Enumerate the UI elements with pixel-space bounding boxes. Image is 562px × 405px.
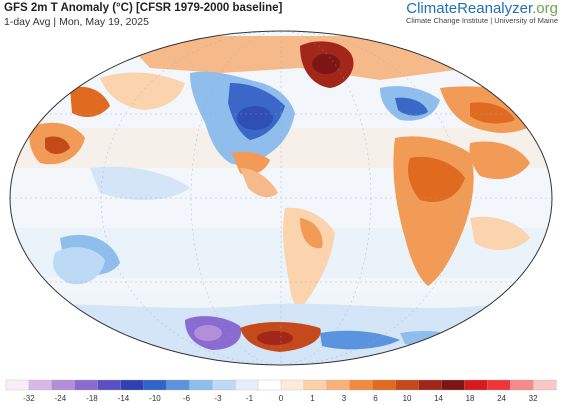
legend-tick-label: 10 <box>403 394 412 403</box>
legend-swatch <box>441 379 465 391</box>
legend-swatch <box>395 379 419 391</box>
arctic-warm-region <box>120 36 470 80</box>
map-title: GFS 2m T Anomaly (°C) [CFSR 1979-2000 ba… <box>4 2 283 14</box>
legend-swatch <box>28 379 53 391</box>
legend-swatch <box>189 379 213 391</box>
map-subtitle: 1-day Avg | Mon, May 19, 2025 <box>4 16 149 28</box>
legend-swatch <box>212 379 236 391</box>
brand-logo[interactable]: ClimateReanalyzer.org Climate Change Ins… <box>406 0 558 25</box>
legend-tick-label: -24 <box>55 394 67 403</box>
legend-tick-label: 6 <box>373 394 378 403</box>
legend-swatch <box>51 379 76 391</box>
legend-swatch <box>166 379 190 391</box>
legend-swatch <box>235 379 259 391</box>
legend-tick-label: 0 <box>279 394 284 403</box>
legend-swatch <box>418 379 442 391</box>
legend-tick-label: -14 <box>118 394 130 403</box>
legend-swatch <box>532 379 557 391</box>
legend-tick-label: 1 <box>310 394 315 403</box>
legend-tick-label: 24 <box>497 394 506 403</box>
anomaly-map <box>9 30 553 366</box>
legend-tick-label: 18 <box>466 394 475 403</box>
legend-swatch <box>143 379 167 391</box>
australia-region <box>53 247 105 285</box>
brand-tagline: Climate Change Institute | University of… <box>405 16 558 25</box>
legend-tick-label: -32 <box>23 394 35 403</box>
legend-tick-label: 32 <box>529 394 538 403</box>
legend-tick-label: -10 <box>149 394 161 403</box>
legend-swatch <box>487 379 511 391</box>
legend-swatch <box>5 379 30 391</box>
legend-swatch <box>510 379 534 391</box>
legend-tick-label: 3 <box>342 394 347 403</box>
legend-tick-label: -18 <box>86 394 98 403</box>
legend-tick-label: 14 <box>434 394 443 403</box>
legend-tick-label: -3 <box>214 394 222 403</box>
legend-swatch <box>74 379 99 391</box>
legend-swatch <box>97 379 122 391</box>
legend-swatch <box>349 379 374 391</box>
legend-swatch <box>280 379 305 391</box>
legend-swatch <box>464 379 488 391</box>
legend-swatch <box>372 379 397 391</box>
legend-swatch <box>326 379 351 391</box>
legend-swatch <box>257 379 282 391</box>
color-scale-legend: -32 -24 -18 -14 -10 -6 -3 -1 0 1 3 6 10 14 18 24 32 <box>5 379 557 403</box>
legend-swatch <box>120 379 144 391</box>
legend-swatch <box>303 379 328 391</box>
legend-tick-label: -1 <box>246 394 254 403</box>
brand-name: ClimateReanalyzer.org <box>406 0 558 17</box>
legend-tick-label: -6 <box>183 394 191 403</box>
